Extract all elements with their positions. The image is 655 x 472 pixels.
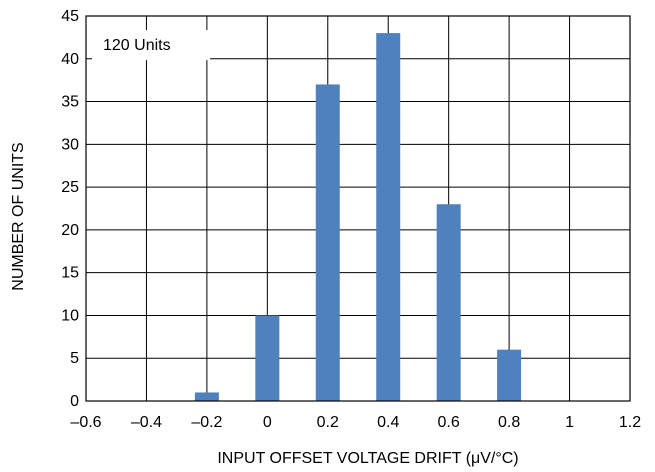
y-tick-label: 35 — [61, 94, 79, 111]
x-tick-label: 1 — [565, 414, 574, 431]
bars — [194, 33, 522, 401]
x-tick-label: 0.4 — [377, 414, 399, 431]
y-tick-label: 20 — [61, 222, 79, 239]
bar — [436, 204, 461, 401]
annotation-label: 120 Units — [103, 37, 171, 54]
x-tick-label: –0.6 — [70, 414, 101, 431]
y-axis-label: NUMBER OF UNITS — [10, 142, 27, 290]
bar — [376, 33, 401, 401]
y-tick-label: 25 — [61, 179, 79, 196]
x-tick-label: –0.4 — [131, 414, 162, 431]
annotation: 120 Units — [92, 30, 210, 61]
x-tick-label: 1.2 — [619, 414, 641, 431]
x-axis-label: INPUT OFFSET VOLTAGE DRIFT (μV/°C) — [217, 450, 518, 467]
x-tick-label: 0.2 — [317, 414, 339, 431]
x-tick-label: –0.2 — [191, 414, 222, 431]
y-tick-labels: 0 5 10 15 20 25 30 35 40 45 — [61, 8, 79, 410]
y-tick-label: 40 — [61, 51, 79, 68]
y-tick-label: 45 — [61, 8, 79, 25]
plot-frame — [85, 15, 631, 402]
x-tick-label: 0 — [263, 414, 272, 431]
x-tick-labels: –0.6 –0.4 –0.2 0 0.2 0.4 0.6 0.8 1 1.2 — [70, 414, 641, 431]
x-tick-label: 0.6 — [438, 414, 460, 431]
grid — [85, 15, 631, 402]
y-tick-label: 15 — [61, 265, 79, 282]
bar — [497, 349, 522, 401]
annotation-background — [92, 30, 210, 61]
bar — [315, 84, 340, 401]
y-tick-label: 10 — [61, 307, 79, 324]
y-tick-label: 5 — [70, 350, 79, 367]
bar — [194, 392, 219, 401]
y-tick-label: 30 — [61, 136, 79, 153]
x-tick-label: 0.8 — [498, 414, 520, 431]
bar — [255, 315, 280, 401]
y-tick-label: 0 — [70, 393, 79, 410]
